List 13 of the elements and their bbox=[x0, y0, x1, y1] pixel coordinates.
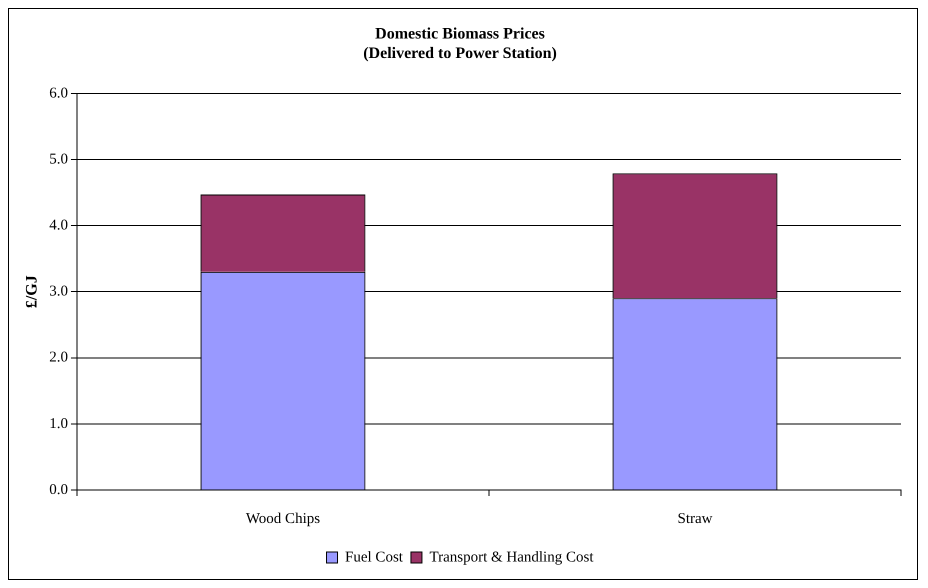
y-tick-label: 1.0 bbox=[49, 416, 68, 432]
y-tick-label: 0.0 bbox=[49, 482, 68, 498]
x-tick-label: Wood Chips bbox=[246, 510, 320, 527]
legend-label: Fuel Cost bbox=[345, 549, 404, 566]
y-tick-label: 4.0 bbox=[49, 218, 68, 234]
legend-label: Transport & Handling Cost bbox=[429, 549, 594, 566]
y-tick-label: 2.0 bbox=[49, 350, 68, 366]
y-tick-label: 5.0 bbox=[49, 151, 68, 168]
chart-title: Domestic Biomass Prices (Delivered to Power Station) bbox=[363, 26, 557, 62]
y-tick-label: 6.0 bbox=[49, 85, 68, 102]
x-tick-label: Straw bbox=[677, 510, 713, 527]
y-axis-title: £/GJ bbox=[24, 275, 41, 308]
y-tick-label: 3.0 bbox=[49, 284, 68, 300]
